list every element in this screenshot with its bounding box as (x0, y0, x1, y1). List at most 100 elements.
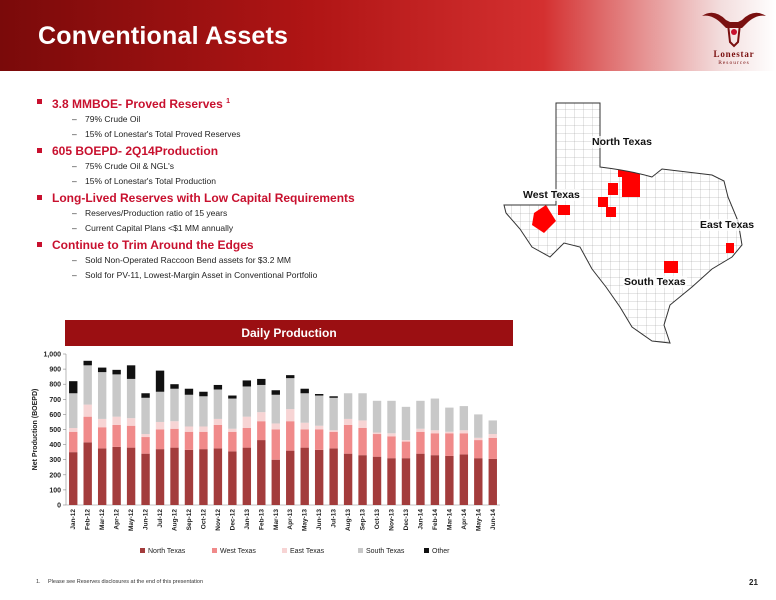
bar-other (242, 380, 252, 387)
bar-north-texas (126, 447, 136, 505)
x-tick-label: Jan-13 (244, 509, 251, 530)
bar-other (213, 384, 223, 390)
header-banner: Conventional Assets (0, 0, 776, 71)
bar-west-texas (343, 424, 353, 454)
bar-west-texas (199, 431, 208, 450)
bar-east-texas (459, 430, 469, 434)
bar-south-texas (358, 393, 367, 421)
chart-title-bar: Daily Production (65, 320, 513, 346)
bar-west-texas (184, 431, 194, 450)
x-tick-label: May-13 (302, 509, 309, 531)
legend-swatch (358, 548, 363, 553)
bar-west-texas (459, 433, 469, 455)
sub-bullet: – Sold Non-Operated Raccoon Bend assets f… (72, 255, 291, 265)
bar-east-texas (387, 433, 396, 437)
sub-bullet: – Current Capital Plans <$1 MM annually (72, 223, 234, 233)
production-chart: 0 100 200 300 400 500 600 700 800 900 1,000 Net Pro… (28, 348, 508, 563)
legend-swatch (424, 548, 429, 553)
bar-other (155, 370, 165, 392)
bullet-trim-edges: Continue to Trim Around the Edges (37, 237, 467, 253)
bar-east-texas (401, 440, 411, 442)
bar-east-texas (314, 425, 324, 430)
bar-east-texas (445, 431, 454, 434)
x-tick-label: Sep-12 (186, 509, 193, 531)
y-tick-label: 800 (49, 382, 61, 389)
bar-other (69, 381, 78, 394)
bar-south-texas (69, 393, 78, 428)
map-label-west-texas: West Texas (522, 189, 581, 201)
bar-north-texas (141, 453, 150, 505)
bar-west-texas (141, 437, 150, 454)
x-tick-label: Feb-12 (85, 509, 92, 530)
bar-north-texas (343, 453, 353, 505)
bar-north-texas (474, 458, 483, 505)
x-tick-label: Apr-13 (287, 509, 294, 530)
bar-west-texas (329, 431, 338, 449)
bar-south-texas (387, 400, 396, 434)
bar-other (184, 388, 194, 395)
sub-bullet: –75% Crude Oil & NGL's (72, 161, 175, 171)
bar-west-texas (314, 429, 324, 450)
bar-south-texas (416, 400, 425, 429)
x-tick-label: May-14 (475, 509, 482, 531)
bar-west-texas (358, 427, 367, 456)
bar-north-texas (83, 442, 92, 505)
bar-east-texas (97, 418, 107, 428)
bar-north-texas (459, 454, 469, 505)
x-tick-label: Jan-12 (70, 509, 77, 530)
bar-east-texas (300, 422, 309, 430)
y-axis-label: Net Production (BOEPD) (32, 389, 39, 471)
bar-west-texas (257, 421, 266, 441)
bullet-production: 605 BOEPD- 2Q14Production (37, 143, 467, 159)
x-tick-label: Jul-12 (157, 509, 164, 528)
page-number: 21 (749, 578, 758, 587)
map-label-north-texas: North Texas (591, 136, 653, 148)
bar-east-texas (228, 428, 237, 432)
footnote-number: 1. (36, 579, 41, 585)
bar-other (126, 365, 136, 379)
bar-other (271, 390, 280, 395)
bullet-list: 3.8 MMBOE- Proved Reserves 1 –79% Crude … (37, 93, 467, 283)
bar-north-texas (329, 448, 338, 505)
bar-south-texas (329, 397, 338, 431)
map-label-east-texas: East Texas (699, 219, 756, 231)
bar-east-texas (271, 423, 280, 430)
bar-west-texas (300, 429, 309, 448)
x-tick-label: Mar-12 (99, 509, 106, 530)
bar-east-texas (430, 430, 440, 434)
bar-west-texas (430, 433, 440, 456)
y-tick-label: 100 (49, 487, 61, 494)
highlighted-counties (532, 159, 734, 273)
bar-south-texas (300, 393, 309, 423)
bar-east-texas (83, 404, 92, 417)
y-tick-label: 0 (57, 503, 61, 510)
bar-east-texas (343, 418, 353, 425)
bar-south-texas (286, 378, 295, 410)
logo-name: Lonestar (713, 49, 755, 59)
page-title: Conventional Assets (38, 22, 289, 50)
map-label-south-texas: South Texas (623, 276, 687, 288)
company-logo: Lonestar Resources (694, 6, 774, 76)
legend-label: East Texas (290, 548, 325, 555)
bar-other (300, 388, 309, 394)
bar-south-texas (242, 386, 252, 417)
bar-south-texas (126, 378, 136, 419)
x-tick-label: Aug-13 (345, 509, 352, 531)
legend-swatch (140, 548, 145, 553)
x-tick-label: Sep-13 (360, 509, 367, 531)
bar-west-texas (126, 425, 136, 448)
bar-west-texas (401, 441, 411, 459)
bar-west-texas (271, 429, 280, 460)
bar-north-texas (372, 456, 382, 505)
bar-south-texas (83, 365, 92, 405)
bar-south-texas (343, 393, 353, 419)
bar-south-texas (257, 384, 266, 413)
y-tick-label: 600 (49, 412, 61, 419)
bar-north-texas (488, 458, 497, 505)
x-tick-label: Jun-12 (143, 509, 150, 530)
bar-east-texas (170, 421, 179, 429)
bar-south-texas (155, 391, 165, 422)
bar-east-texas (184, 426, 194, 432)
bar-south-texas (459, 406, 469, 431)
